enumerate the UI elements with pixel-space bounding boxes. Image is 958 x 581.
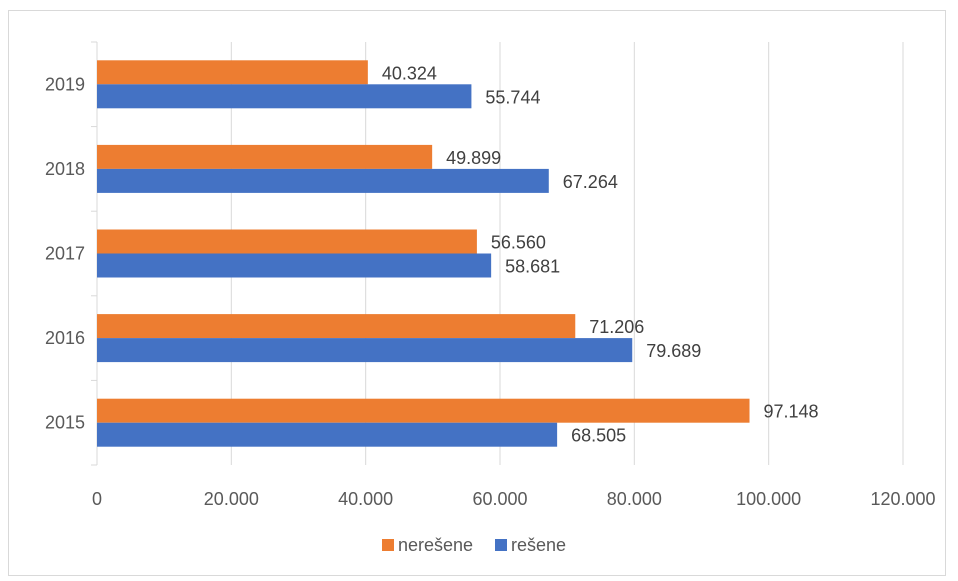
x-tick-label: 20.000 [204, 489, 259, 509]
data-label: 79.689 [646, 341, 701, 361]
bar [97, 229, 477, 254]
legend-label: nerešene [398, 535, 473, 555]
category-label: 2017 [45, 244, 85, 264]
bar [97, 338, 633, 363]
category-label: 2019 [45, 74, 85, 94]
data-label: 67.264 [563, 172, 618, 192]
data-label: 40.324 [382, 63, 437, 83]
legend-swatch [495, 539, 507, 551]
bar [97, 314, 576, 339]
x-tick-label: 40.000 [338, 489, 393, 509]
category-label: 2016 [45, 328, 85, 348]
data-label: 58.681 [505, 257, 560, 277]
data-label: 55.744 [485, 87, 540, 107]
bar [97, 60, 368, 85]
x-tick-label: 80.000 [607, 489, 662, 509]
data-label: 68.505 [571, 426, 626, 446]
data-label: 97.148 [764, 402, 819, 422]
data-label: 49.899 [446, 148, 501, 168]
x-tick-label: 0 [92, 489, 102, 509]
data-label: 71.206 [589, 317, 644, 337]
category-label: 2015 [45, 413, 85, 433]
x-tick-label: 100.000 [736, 489, 801, 509]
bar [97, 422, 558, 447]
data-label: 56.560 [491, 233, 546, 253]
bar [97, 84, 472, 109]
bar [97, 144, 433, 169]
x-tick-label: 120.000 [870, 489, 935, 509]
category-label: 2018 [45, 159, 85, 179]
x-tick-label: 60.000 [472, 489, 527, 509]
bar [97, 253, 492, 278]
bar [97, 398, 750, 423]
legend-swatch [382, 539, 394, 551]
bar [97, 168, 549, 193]
legend-label: rešene [511, 535, 566, 555]
